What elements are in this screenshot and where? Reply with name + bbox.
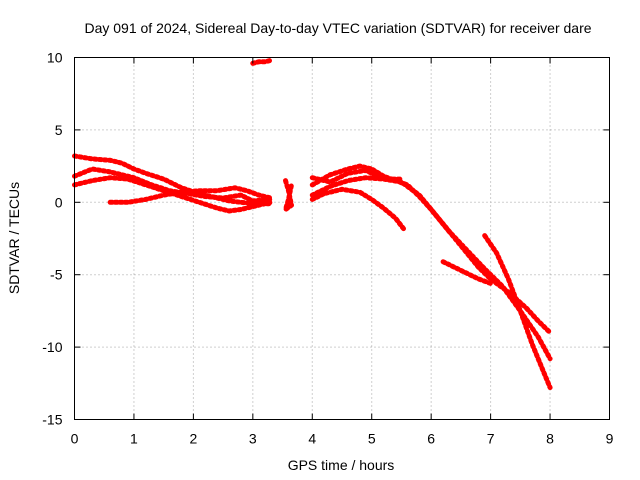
x-tick-label: 1: [130, 431, 138, 447]
x-tick-label: 9: [606, 431, 614, 447]
series-track-i: [309, 186, 407, 233]
x-tick-label: 2: [189, 431, 197, 447]
y-axis-label: SDTVAR / TECUs: [6, 182, 22, 294]
series-track-a: [72, 153, 274, 207]
x-tick-label: 6: [427, 431, 435, 447]
y-tick-label: 5: [55, 122, 63, 138]
y-tick-label: -15: [42, 412, 62, 428]
x-tick-label: 8: [546, 431, 554, 447]
grid: [74, 57, 610, 420]
y-tick-label: -5: [50, 267, 63, 283]
series-track-l: [309, 167, 404, 185]
x-axis-label: GPS time / hours: [288, 457, 395, 473]
x-tick-label: 5: [368, 431, 376, 447]
y-tick-label: 0: [55, 194, 63, 210]
ticks: 0 1 2 3 4 5 6 7 8 9 10 5 0 -5 -10 -15: [42, 50, 613, 447]
x-tick-label: 4: [308, 431, 316, 447]
series-track-e: [250, 57, 274, 66]
y-tick-label: 10: [47, 50, 63, 66]
series-track-f: [283, 178, 294, 212]
series-track-c: [72, 175, 274, 214]
chart-title: Day 091 of 2024, Sidereal Day-to-day VTE…: [84, 20, 591, 36]
x-tick-label: 0: [71, 431, 79, 447]
series-track-k: [482, 233, 553, 391]
series-track-j: [440, 259, 494, 286]
x-tick-label: 3: [249, 431, 257, 447]
plot-frame: [74, 57, 610, 420]
series-track-d: [107, 185, 274, 205]
x-tick-label: 7: [487, 431, 495, 447]
y-tick-label: -10: [42, 339, 62, 355]
series-layer: [72, 57, 553, 391]
series-track-h: [309, 175, 553, 362]
